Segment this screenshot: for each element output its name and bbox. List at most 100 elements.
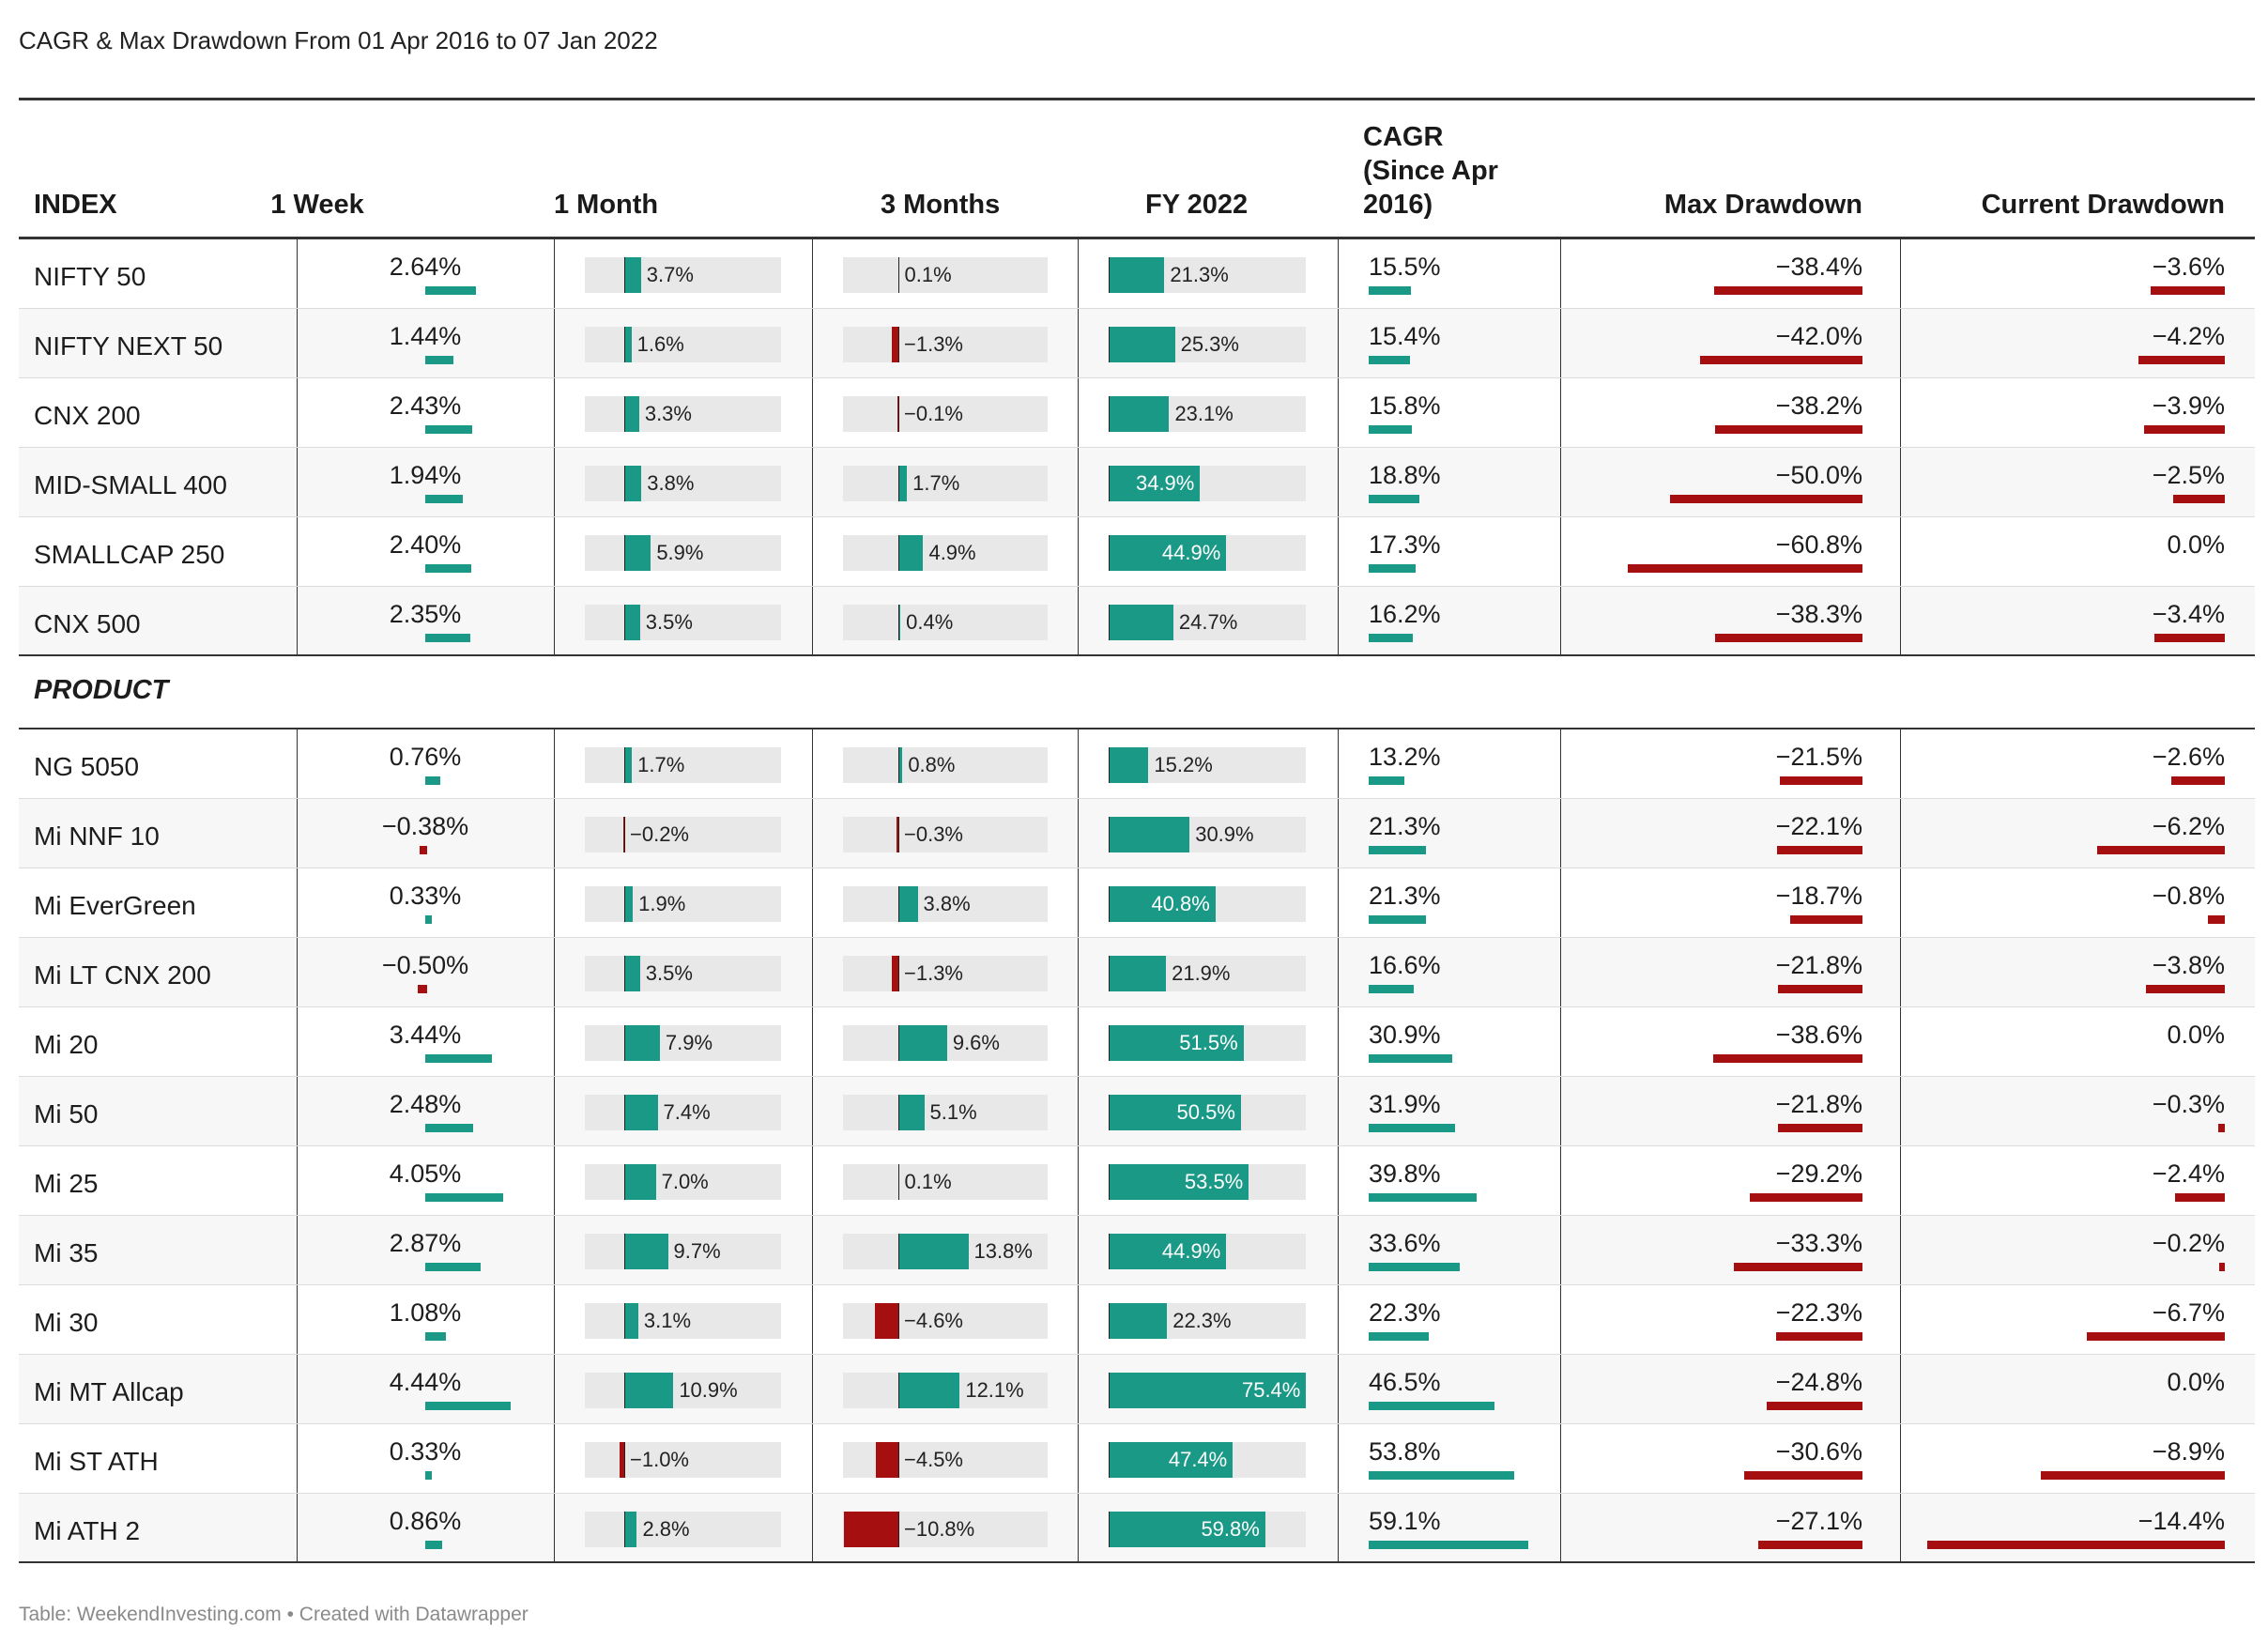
column-separator	[1560, 868, 1561, 938]
three-months-axis	[898, 605, 899, 640]
column-separator	[1560, 517, 1561, 587]
max-drawdown-bar	[1777, 846, 1862, 854]
row-name: NG 5050	[34, 752, 140, 781]
table-header: INDEX 1 Week 1 Month 3 Months FY 2022 CA…	[19, 100, 2255, 239]
fy-2022-bar	[1109, 1164, 1249, 1200]
current-drawdown-bar	[2154, 634, 2225, 642]
three-months-label: −1.3%	[904, 961, 963, 985]
column-separator	[1900, 1494, 1901, 1563]
column-separator	[1900, 1424, 1901, 1494]
fy-2022-axis	[1109, 327, 1110, 362]
three-months-label: −10.8%	[904, 1517, 975, 1541]
cagr-bar	[1369, 1541, 1529, 1549]
table-row: Mi NNF 10 −0.38% −0.2% −0.3% 30.9% 21.3% −22.1…	[19, 799, 2255, 868]
cagr-bar	[1369, 1124, 1455, 1132]
column-separator	[1078, 587, 1079, 656]
max-drawdown-bar	[1734, 1263, 1862, 1271]
current-drawdown-value: 0.0%	[2167, 1021, 2225, 1049]
max-drawdown-value: −38.6%	[1775, 1021, 1862, 1049]
month-label: 3.1%	[643, 1309, 692, 1332]
three-months-track	[843, 396, 1048, 432]
current-drawdown-value: −8.9%	[2152, 1437, 2225, 1466]
month-label: 5.9%	[656, 541, 704, 564]
week-value: 0.33%	[389, 882, 462, 910]
table-row: NIFTY NEXT 50 1.44% 1.6% −1.3% 25.3% 15.4% −42…	[19, 309, 2255, 378]
row-name: CNX 200	[34, 401, 141, 430]
three-months-cell: 5.1%	[812, 1077, 1078, 1146]
three-months-bar	[898, 535, 924, 571]
column-separator	[1560, 1007, 1561, 1077]
month-bar	[624, 257, 641, 293]
column-separator	[297, 729, 298, 799]
table-row: NG 5050 0.76% 1.7% 0.8% 15.2% 13.2% −21.5% −2.6…	[19, 729, 2255, 799]
column-separator	[812, 1424, 813, 1494]
three-months-label: −4.6%	[904, 1309, 963, 1332]
three-months-axis	[898, 1025, 899, 1061]
table-row: Mi ATH 2 0.86% 2.8% −10.8% 59.8% 59.1% −27.1% −…	[19, 1494, 2255, 1563]
current-drawdown-value: −14.4%	[2138, 1507, 2225, 1535]
month-track	[585, 605, 781, 640]
three-months-cell: −4.5%	[812, 1424, 1078, 1494]
fy-2022-bar	[1109, 1442, 1234, 1478]
month-label: −1.0%	[630, 1448, 689, 1471]
table-row: MID-SMALL 400 1.94% 3.8% 1.7% 34.9% 18.8% −50.…	[19, 448, 2255, 517]
column-separator	[1900, 1077, 1901, 1146]
week-value: 2.35%	[389, 600, 462, 628]
cagr-bar	[1369, 425, 1412, 434]
three-months-label: 0.4%	[906, 610, 954, 634]
week-value: 2.87%	[389, 1229, 462, 1257]
month-cell: 3.3%	[554, 378, 812, 448]
column-separator	[554, 729, 555, 799]
month-cell: 5.9%	[554, 517, 812, 587]
column-separator	[554, 1355, 555, 1424]
max-drawdown-value: −38.2%	[1775, 392, 1862, 420]
column-separator	[1560, 799, 1561, 868]
fy-2022-cell: 30.9%	[1078, 799, 1338, 868]
max-drawdown-bar	[1700, 356, 1862, 364]
column-separator	[297, 1285, 298, 1355]
column-separator	[812, 1146, 813, 1216]
cagr-value: 31.9%	[1369, 1090, 1441, 1118]
fy-2022-label: 21.3%	[1170, 263, 1229, 286]
week-bar	[425, 1332, 447, 1341]
current-drawdown-bar	[2175, 1193, 2225, 1202]
month-track	[585, 466, 781, 501]
row-divider	[19, 377, 2255, 378]
column-separator	[1078, 239, 1079, 309]
three-months-bar	[891, 956, 898, 991]
cagr-bar	[1369, 1402, 1494, 1410]
fy-2022-cell: 53.5%	[1078, 1146, 1338, 1216]
fy-2022-label: 59.8%	[1201, 1517, 1260, 1541]
month-axis	[624, 396, 625, 432]
three-months-label: −0.1%	[904, 402, 963, 425]
row-name: Mi ST ATH	[34, 1447, 159, 1476]
cagr-bar	[1369, 1263, 1460, 1271]
row-divider	[19, 654, 2255, 656]
month-bar	[624, 1512, 637, 1547]
month-axis	[624, 1164, 625, 1200]
current-drawdown-value: −4.2%	[2152, 322, 2225, 350]
row-name: Mi 35	[34, 1238, 99, 1267]
max-drawdown-value: −27.1%	[1775, 1507, 1862, 1535]
current-drawdown-value: −6.2%	[2152, 812, 2225, 840]
fy-2022-cell: 75.4%	[1078, 1355, 1338, 1424]
row-divider	[19, 1006, 2255, 1007]
three-months-cell: −0.1%	[812, 378, 1078, 448]
column-separator	[297, 1216, 298, 1285]
month-axis	[624, 257, 625, 293]
column-separator	[1560, 378, 1561, 448]
column-separator	[812, 1494, 813, 1563]
week-bar	[425, 1124, 473, 1132]
three-months-axis	[898, 1442, 899, 1478]
column-separator	[1338, 1494, 1339, 1563]
max-drawdown-value: −50.0%	[1775, 461, 1862, 489]
fy-2022-axis	[1109, 747, 1110, 783]
column-separator	[1078, 938, 1079, 1007]
fy-2022-label: 44.9%	[1161, 541, 1221, 564]
week-value: 1.08%	[389, 1298, 462, 1327]
row-divider	[19, 1284, 2255, 1285]
current-drawdown-value: −6.7%	[2152, 1298, 2225, 1327]
month-label: 1.9%	[638, 892, 686, 915]
column-separator	[812, 309, 813, 378]
three-months-bar	[898, 605, 901, 640]
